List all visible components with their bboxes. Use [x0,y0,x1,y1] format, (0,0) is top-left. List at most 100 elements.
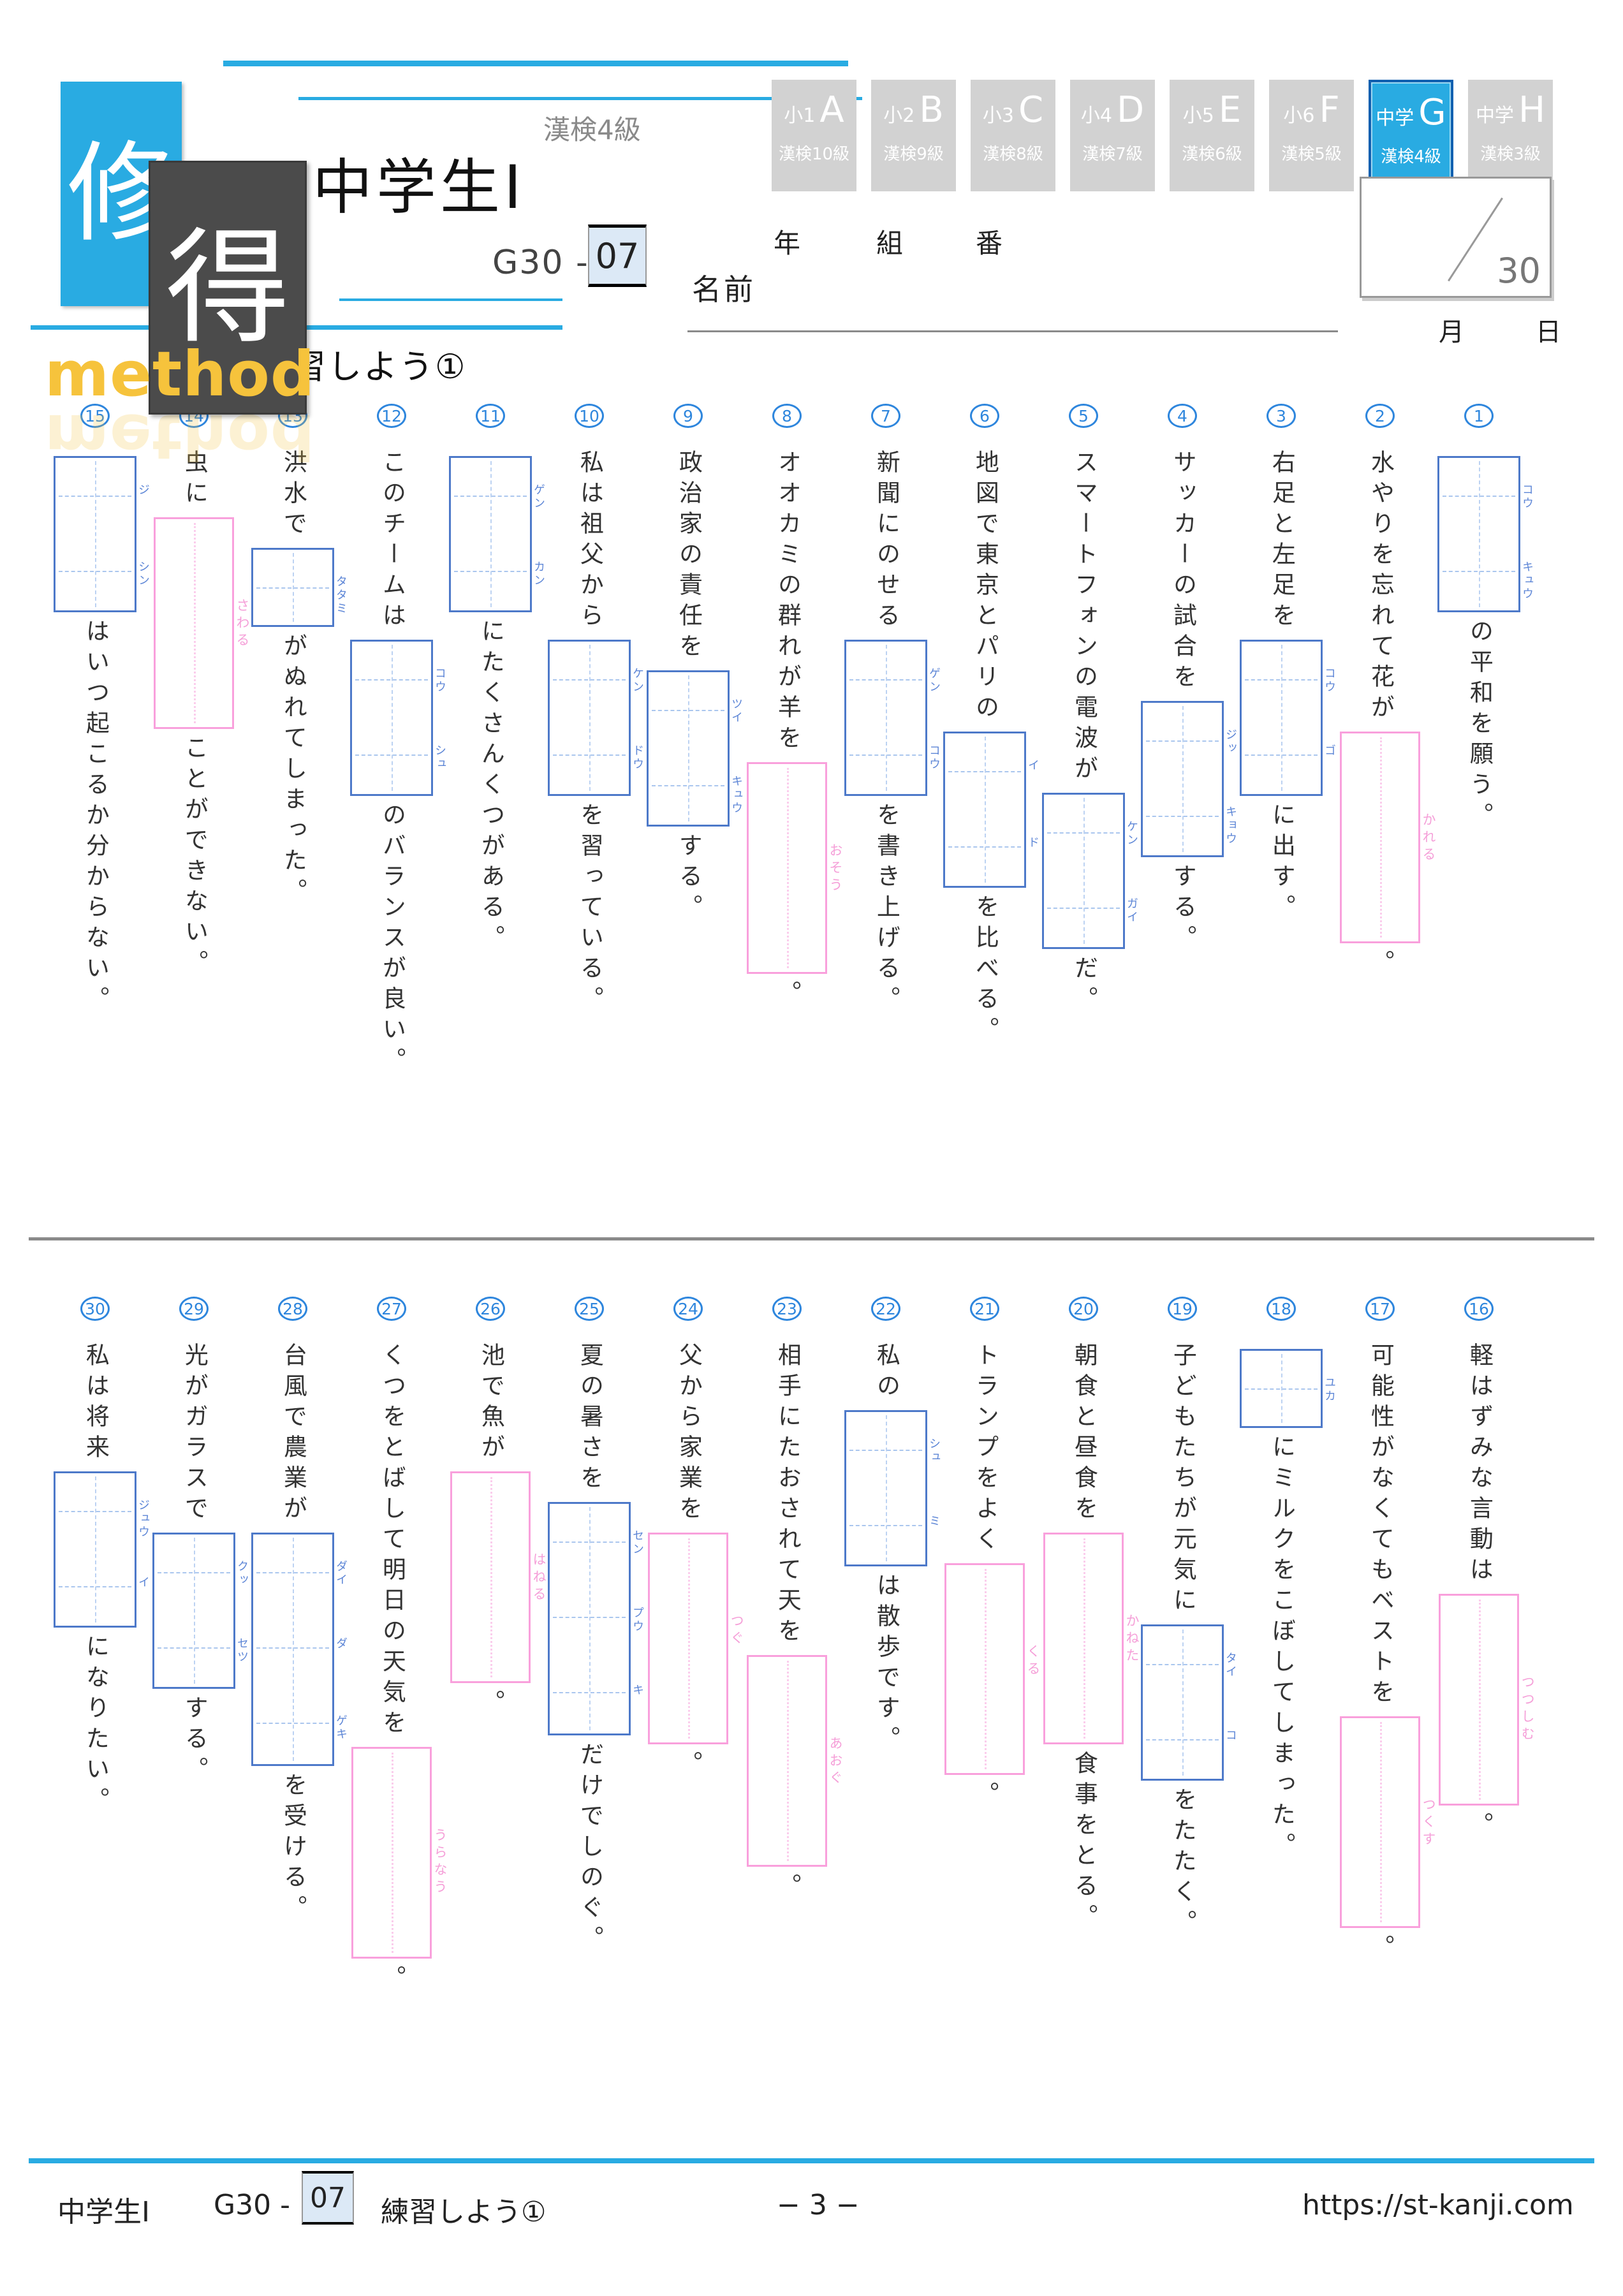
question-post-text: を書き上げる。 [872,802,900,1017]
tab-grade-label: 小1 [784,104,816,127]
tab-level-label: 漢検8級 [983,144,1043,164]
kanji-answer-box[interactable]: コウゴ [1240,640,1336,796]
question-column-18: 18 ユカ にミルクをこぼしてしまった。 [1232,1297,1336,1996]
question-number: 15 [80,404,110,428]
question-post-text: する。 [1169,864,1197,955]
reading-answer-box[interactable]: おそう [747,762,843,974]
question-pre-text: 政治家の責任を [675,450,703,664]
kanji-answer-box[interactable]: イド [943,732,1039,888]
question-pre-text: 台風で農業が [279,1343,307,1526]
question-pre-text: 私は将来 [82,1343,110,1465]
question-post-text: だ。 [1070,955,1098,1017]
reading-answer-box[interactable]: うらなう [351,1747,448,1959]
kanji-answer-box[interactable]: シュミ [844,1410,941,1566]
reading-answer-box[interactable]: かれる [1340,732,1436,943]
question-post-text: を習っている。 [576,802,604,1017]
tab-G[interactable]: 中学 G 漢検4級 [1369,80,1453,191]
question-post-text: 。 [1465,1812,1494,1843]
question-number: 27 [377,1297,406,1321]
question-pre-text: このチームは [378,450,406,633]
tab-grade-label: 小2 [883,104,915,127]
box-center-guide [1479,1600,1481,1800]
furigana-katakana: プウ [631,1607,644,1633]
box-center-guide [886,1415,887,1561]
furigana-hiragana: さわる [235,598,250,650]
box-center-guide [985,737,986,883]
kanji-answer-box[interactable]: ゲン コウ [844,640,941,796]
tab-D[interactable]: 小4 D 漢検7級 [1070,80,1155,191]
name-input-line[interactable] [687,330,1338,332]
reading-answer-box[interactable]: さわる [154,517,250,729]
kanji-answer-box[interactable]: ゲン カン [449,456,545,612]
kanji-answer-box[interactable]: タイコ [1141,1624,1237,1781]
question-number: 17 [1365,1297,1395,1321]
box-center-guide [688,675,689,821]
reading-answer-box[interactable]: くる [944,1563,1041,1775]
logo-kanji-toku: 得 [165,215,290,360]
box-center-guide [1182,1630,1184,1776]
question-number: 3 [1267,404,1296,428]
tab-level-label: 漢検6級 [1182,144,1242,164]
kanji-answer-box[interactable]: クッ セツ [152,1533,249,1689]
question-post-text: を受ける。 [279,1772,307,1925]
year-label: 年 [774,228,801,259]
kanji-answer-box[interactable]: コウ シュ [350,640,446,796]
tab-C[interactable]: 小3 C 漢検8級 [971,80,1055,191]
furigana-katakana: ユカ [1323,1376,1336,1403]
furigana-katakana: ド [1026,836,1039,850]
reading-answer-box[interactable]: つつしむ [1439,1594,1535,1806]
reading-answer-box[interactable]: かねた [1043,1533,1140,1744]
question-post-text: はいつ起こるか分からない。 [82,619,110,1017]
reading-answer-box[interactable]: あおぐ [747,1655,843,1867]
tab-B[interactable]: 小2 B 漢検9級 [871,80,956,191]
question-number: 4 [1168,404,1197,428]
question-pre-text: 相手にたおされて天を [774,1343,802,1649]
furigana-katakana: コ [1224,1729,1237,1742]
kanji-answer-box[interactable]: ジシン [54,456,150,612]
kanji-answer-box[interactable]: ケン ガイ [1042,793,1138,949]
tab-E[interactable]: 小5 E 漢検6級 [1170,80,1254,191]
kanji-answer-box[interactable]: ジュウイ [54,1471,150,1628]
question-number: 20 [1069,1297,1098,1321]
tab-grade-label: 中学 [1376,107,1414,129]
kanji-answer-box[interactable]: タタミ [251,548,348,627]
box-center-guide [589,645,591,791]
tab-top-row: 小1 A [772,92,856,128]
question-number: 22 [871,1297,900,1321]
score-box[interactable]: 30 [1360,177,1552,298]
question-post-text: する。 [675,833,703,925]
footer-url[interactable]: https://st-kanji.com [1302,2189,1574,2221]
furigana-katakana: キュウ [1520,561,1534,601]
reading-answer-box[interactable]: つくす [1340,1716,1436,1928]
question-number: 28 [278,1297,307,1321]
question-post-text: だけでしのぐ。 [576,1742,604,1956]
questions-section-1: 1 コウ キュウ の平和を願う。 2 水やりを忘れて花が かれる。 3 右足と左足を コウゴに出す… [46,404,1534,1078]
tab-top-row: 小3 C [971,92,1055,128]
question-number: 16 [1464,1297,1494,1321]
kanji-answer-box[interactable]: コウ キュウ [1437,456,1534,612]
reading-answer-box[interactable]: つぐ [648,1533,744,1744]
tab-grade-label: 中学 [1475,104,1514,127]
tab-A[interactable]: 小1 A 漢検10級 [772,80,856,191]
questions-section-2: 16 軽はずみな言動は つつしむ。 17 可能性がなくてもベストを つくす。 18 ユカ にミル… [46,1297,1535,1996]
question-pre-text: 光がガラスで [180,1343,209,1526]
kanji-answer-box[interactable]: ケン ドウ [548,640,644,796]
kanji-answer-box[interactable]: ツイ キュウ [647,670,743,827]
tab-F[interactable]: 小6 F 漢検5級 [1269,80,1354,191]
furigana-katakana: シュ [927,1438,941,1464]
kanji-answer-box[interactable]: ダイダゲキ [251,1533,348,1766]
question-pre-text: 洪水で [279,450,307,541]
tab-top-row: 小4 D [1070,92,1155,128]
kanji-answer-box[interactable]: ジッ キョウ [1141,701,1237,857]
kanji-answer-box[interactable]: セン プウキ [548,1502,644,1735]
kanji-answer-box[interactable]: ユカ [1240,1349,1336,1428]
question-column-8: 8 オオカミの群れが羊を おそう。 [738,404,843,1078]
question-post-text: を比べる。 [971,894,999,1047]
reading-answer-box[interactable]: はねる [450,1471,547,1683]
furigana-katakana: クッ [235,1560,249,1587]
logo-method-text: method [45,338,316,410]
header-rule-second [298,97,862,100]
question-column-19: 19 子どもたちが元気に タイコをたたく。 [1133,1297,1237,1996]
tab-H[interactable]: 中学 H 漢検3級 [1468,80,1553,191]
question-number: 7 [871,404,900,428]
